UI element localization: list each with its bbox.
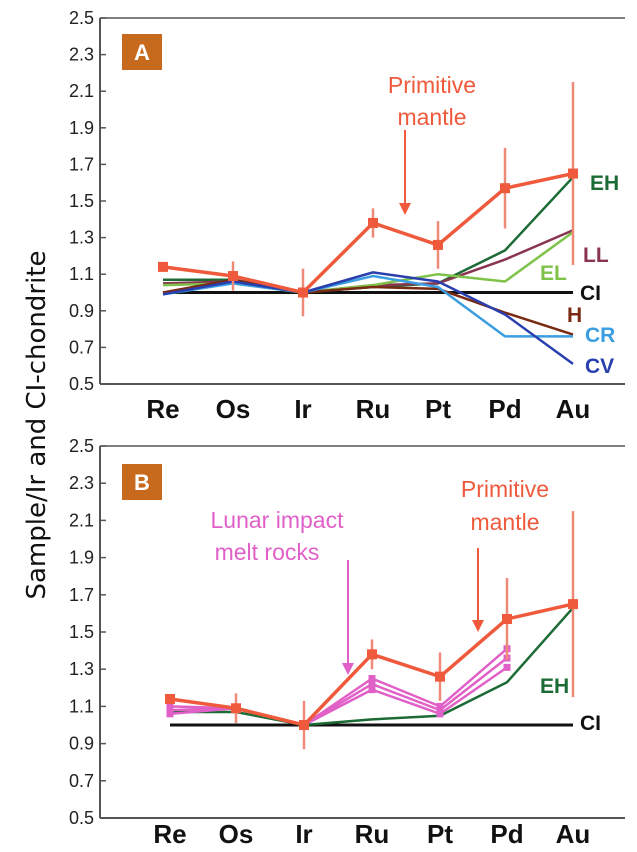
x-tick-label: Au <box>556 394 591 424</box>
panel-a: 0.5 0.7 0.9 1.1 1.3 1.5 1.7 1.9 2.1 2.3 2.5 Re Os Ir R… <box>69 8 625 424</box>
series-label-eh: EH <box>590 172 619 195</box>
x-tick-label: Ir <box>295 819 312 849</box>
y-tick-label: 1.7 <box>69 154 94 174</box>
data-point-lunar-sample <box>436 710 444 718</box>
y-tick-label: 1.9 <box>69 548 94 568</box>
y-tick-label: 1.1 <box>69 264 94 284</box>
series-label-ll: LL <box>583 244 609 267</box>
data-point-primitive-mantle <box>367 649 377 660</box>
panel-badge-label: B <box>134 470 150 495</box>
y-tick-label: 1.7 <box>69 585 94 605</box>
y-tick-label: 2.1 <box>69 510 94 530</box>
y-tick-label: 2.5 <box>69 8 94 28</box>
data-point-primitive-mantle <box>368 217 378 228</box>
series-label-eh: EH <box>540 675 569 698</box>
y-tick-label: 1.3 <box>69 228 94 248</box>
data-point-primitive-mantle <box>502 613 512 624</box>
y-tick-label: 1.5 <box>69 191 94 211</box>
x-tick-label: Au <box>556 819 591 849</box>
y-tick-label: 1.5 <box>69 622 94 642</box>
series-label-cv: CV <box>585 355 614 378</box>
x-tick-label: Pt <box>425 394 451 424</box>
data-point-lunar-sample <box>503 663 511 671</box>
data-point-primitive-mantle <box>228 271 238 282</box>
series-label-ci: CI <box>580 282 601 305</box>
panel-badge <box>122 34 162 70</box>
x-tick-label: Re <box>146 394 179 424</box>
annotation-text: Primitive <box>461 476 549 502</box>
mantle-arrow-head <box>472 620 484 632</box>
data-point-lunar-impact-melt-rocks <box>368 675 376 682</box>
y-tick-label: 0.7 <box>69 771 94 791</box>
annotation-text: Lunar impact <box>211 507 345 533</box>
mantle-arrow-head <box>399 203 411 215</box>
y-tick-label: 2.3 <box>69 45 94 65</box>
data-point-primitive-mantle <box>299 720 309 730</box>
x-tick-label: Pd <box>490 819 523 849</box>
y-tick-label: 0.9 <box>69 734 94 754</box>
y-tick-label: 0.9 <box>69 301 94 321</box>
data-point-lunar-sample <box>166 710 174 718</box>
data-point-primitive-mantle <box>435 671 445 682</box>
y-tick-label: 1.3 <box>69 659 94 679</box>
series-label-h: H <box>567 304 582 327</box>
data-point-primitive-mantle <box>500 183 510 194</box>
series-label-el: EL <box>540 262 567 285</box>
y-tick-label: 2.3 <box>69 473 94 493</box>
data-point-primitive-mantle <box>231 703 241 714</box>
series-line-h <box>162 278 574 336</box>
series-line-lunar-sample <box>169 666 508 727</box>
panel-b: 0.5 0.7 0.9 1.1 1.3 1.5 1.7 1.9 2.1 2.3 2.5 Re Os Ir R… <box>69 436 625 849</box>
annotation-text: mantle <box>470 509 539 535</box>
x-tick-label: Ru <box>356 394 391 424</box>
x-tick-label: Ir <box>294 394 311 424</box>
panel-badge-label: A <box>134 40 150 65</box>
annotation-text: Primitive <box>388 72 476 98</box>
x-tick-label: Pt <box>427 819 453 849</box>
x-tick-label: Ru <box>355 819 390 849</box>
data-point-lunar-sample <box>368 680 376 688</box>
annotation-text: mantle <box>397 104 466 130</box>
data-point-lunar-sample <box>436 706 444 714</box>
lunar-arrow-head <box>342 663 354 675</box>
y-tick-label: 1.1 <box>69 696 94 716</box>
y-tick-label: 2.1 <box>69 81 94 101</box>
y-tick-label: 0.5 <box>69 808 94 828</box>
y-tick-label: 0.5 <box>69 374 94 394</box>
y-tick-label: 0.7 <box>69 337 94 357</box>
panel-badge <box>122 464 162 500</box>
data-point-lunar-impact-melt-rocks <box>166 702 174 710</box>
data-point-primitive-mantle <box>568 168 578 179</box>
y-axis-label: Sample/Ir and CI-chondrite <box>22 250 52 599</box>
data-point-lunar-sample <box>166 706 174 714</box>
data-point-primitive-mantle <box>158 261 168 272</box>
x-tick-label: Os <box>216 394 251 424</box>
data-point-primitive-mantle <box>433 239 443 250</box>
data-point-primitive-mantle <box>165 693 175 704</box>
x-tick-label: Re <box>153 819 186 849</box>
data-point-primitive-mantle <box>568 599 578 610</box>
data-point-lunar-impact-melt-rocks <box>436 702 444 710</box>
y-tick-label: 1.9 <box>69 118 94 138</box>
annotation-text: melt rocks <box>215 539 320 565</box>
x-tick-label: Os <box>219 819 254 849</box>
y-tick-label: 2.5 <box>69 436 94 456</box>
data-point-lunar-sample <box>368 686 376 694</box>
data-point-primitive-mantle <box>298 287 308 298</box>
x-tick-label: Pd <box>488 394 521 424</box>
series-label-cr: CR <box>585 324 615 347</box>
series-label-ci: CI <box>580 712 601 735</box>
